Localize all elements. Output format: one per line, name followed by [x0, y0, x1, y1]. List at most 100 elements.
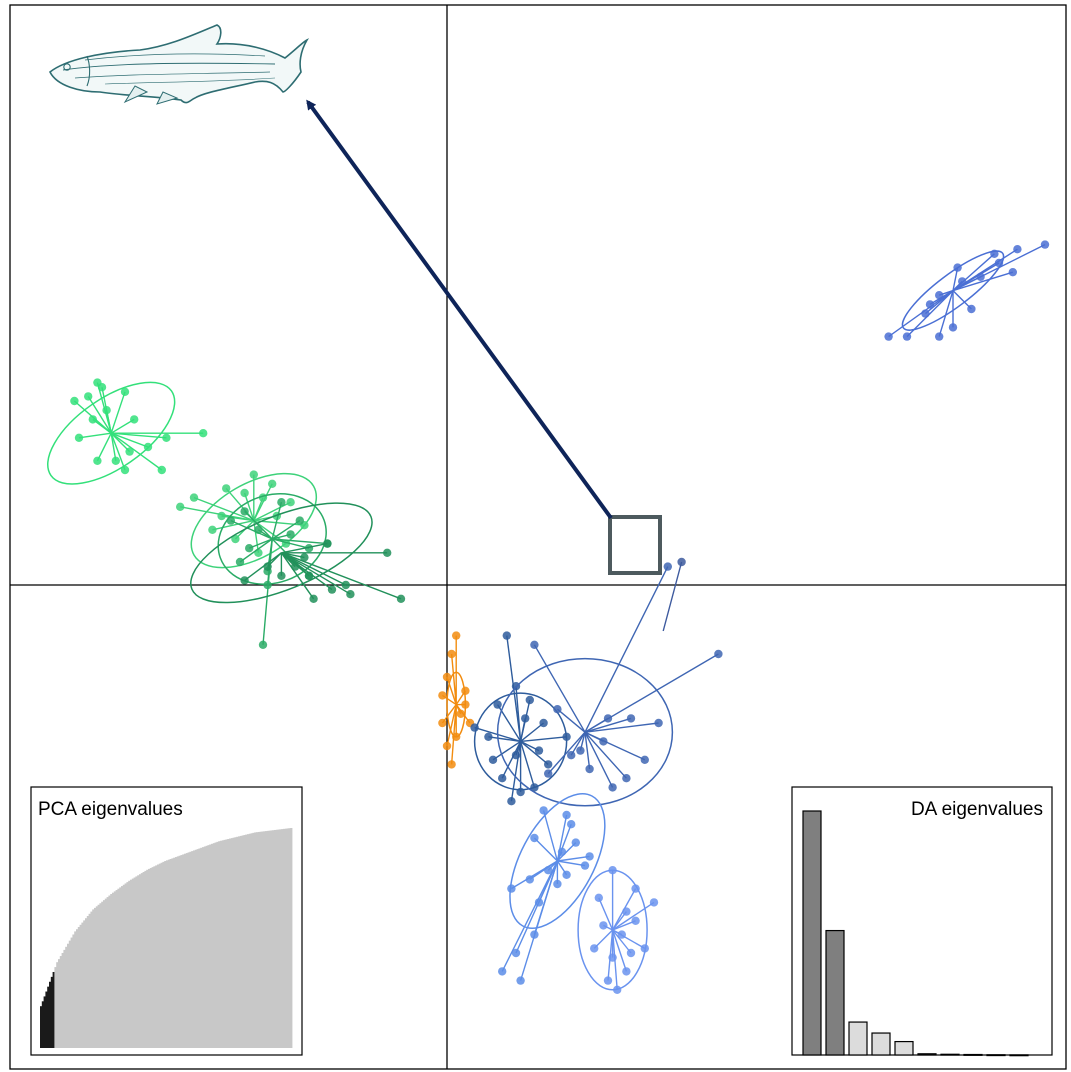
pca-eigen-bar [56, 962, 59, 1048]
data-point [935, 332, 944, 341]
pca-eigen-bar [83, 920, 86, 1048]
pca-eigen-bar [90, 911, 93, 1048]
centroid-link [584, 717, 632, 733]
pca-eigen-bar [236, 836, 239, 1048]
centroid-link [888, 290, 954, 338]
pca-eigen-bar [130, 879, 133, 1048]
cluster-4 [190, 502, 406, 604]
data-point [562, 732, 571, 741]
pca-eigen-bar [268, 830, 271, 1048]
centroid-link [511, 860, 558, 890]
centroid-link [557, 855, 590, 862]
pca-eigen-bar [99, 903, 102, 1048]
pca-eigen-bar [52, 971, 55, 1048]
centroid-link [110, 418, 135, 434]
da-eigen-bar [940, 1053, 960, 1056]
data-point [249, 470, 258, 479]
pca-eigen-bar [68, 940, 71, 1048]
data-point [291, 562, 300, 571]
centroid-link [271, 502, 283, 540]
pca-eigen-bar [155, 865, 158, 1048]
data-point [189, 493, 199, 502]
centroid-link [111, 432, 167, 439]
da-eigenvalues-inset: DA eigenvalues [791, 786, 1053, 1057]
pca-eigen-bar [50, 976, 53, 1048]
pca-eigen-bar [139, 874, 142, 1048]
pca-eigen-bar [166, 860, 169, 1048]
pca-eigen-bar [115, 890, 118, 1048]
data-point [438, 718, 447, 728]
pca-eigen-bar [180, 855, 183, 1048]
data-point [240, 488, 249, 498]
data-point [580, 861, 590, 870]
pca-eigen-bar [103, 900, 106, 1048]
pca-eigen-bar [65, 946, 68, 1048]
pca-eigen-bar [164, 861, 167, 1048]
centroid-link [221, 515, 254, 522]
pca-eigen-bar [160, 862, 163, 1048]
pca-eigen-bar [61, 952, 64, 1048]
da-inset-title: DA eigenvalues [911, 799, 1043, 820]
pca-eigen-bar [119, 887, 122, 1048]
data-point [130, 415, 139, 424]
data-point [254, 548, 263, 557]
pca-eigen-bar [275, 829, 278, 1048]
centroid-link [262, 538, 273, 645]
pca-eigen-bar [277, 829, 280, 1048]
pca-eigen-bar [182, 854, 185, 1048]
pca-eigen-bar [74, 931, 77, 1048]
centroid-link [612, 929, 632, 954]
pca-eigen-bar [247, 834, 250, 1048]
pca-eigen-bar [243, 835, 246, 1048]
pca-eigen-bar [203, 846, 206, 1048]
data-point [240, 507, 249, 516]
data-point [613, 985, 622, 994]
data-point [235, 557, 245, 567]
data-point [70, 396, 79, 406]
pca-eigen-bar [200, 847, 203, 1048]
pca-eigen-bar [254, 832, 257, 1048]
centroid-link [244, 552, 282, 581]
data-point [346, 590, 355, 599]
pca-eigen-bar [245, 834, 248, 1048]
data-point [525, 695, 534, 705]
pca-eigen-bar [239, 835, 242, 1048]
inertia-ellipse [217, 493, 327, 585]
data-point [953, 263, 962, 272]
data-point [935, 291, 944, 300]
data-point [562, 810, 571, 820]
data-point [557, 847, 567, 856]
pca-eigen-bar [196, 849, 199, 1048]
pca-eigen-bar [104, 898, 107, 1048]
centroid-link [510, 741, 522, 802]
pca-eigen-bar [88, 913, 91, 1048]
pca-eigen-bar [220, 840, 223, 1048]
pca-eigen-bar [189, 851, 192, 1048]
data-point [502, 631, 511, 640]
data-point [921, 309, 930, 318]
data-point [254, 525, 263, 534]
pca-eigen-bar [157, 864, 160, 1048]
pca-eigen-bar [54, 967, 57, 1048]
da-eigen-bar [848, 1021, 868, 1056]
data-point [516, 976, 525, 985]
data-point [93, 456, 102, 465]
pca-eigen-bar [47, 986, 50, 1048]
da-eigen-bar [986, 1054, 1006, 1057]
centroid-link [611, 929, 628, 972]
centroid-link [515, 686, 522, 742]
pca-eigen-bar [209, 844, 212, 1048]
pca-eigen-bar [185, 853, 188, 1048]
pca-eigen-bar [286, 828, 289, 1048]
centroid-link [281, 552, 347, 586]
data-point [74, 433, 84, 442]
data-point [539, 806, 548, 815]
cluster-10 [884, 240, 1050, 341]
da-eigen-bar [894, 1040, 914, 1056]
centroid-link [542, 810, 559, 862]
da-eigen-bar [963, 1053, 983, 1056]
data-point [622, 967, 631, 976]
data-point [567, 751, 576, 760]
data-point [534, 746, 544, 755]
pca-eigen-bar [202, 847, 205, 1048]
